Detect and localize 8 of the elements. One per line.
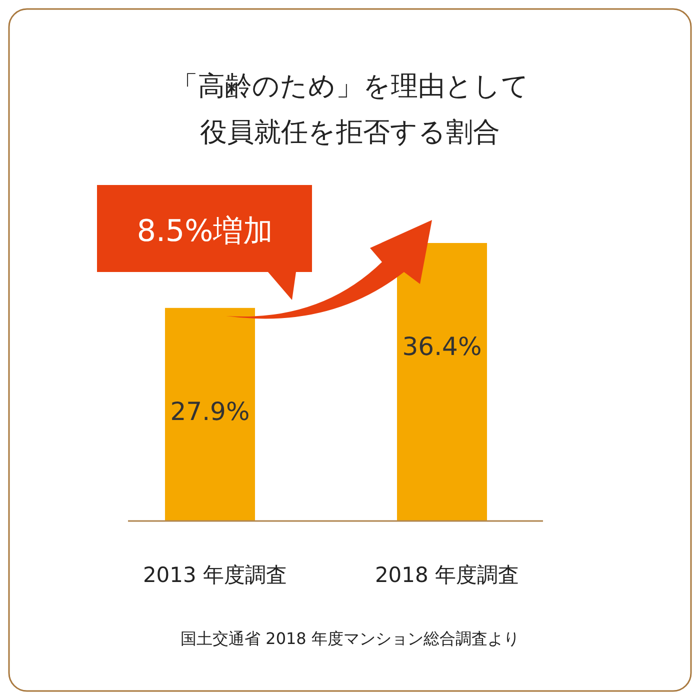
data-label: 36.4%: [402, 332, 482, 361]
annotation: 8.5%増加: [136, 214, 274, 249]
chart-subtitle: 役員就任を拒否する割合: [200, 117, 500, 148]
x-tick-label: 2018 年度調査: [374, 563, 520, 587]
chart-title: 「高齢のため」を理由として: [171, 71, 529, 102]
x-tick-label: 2013 年度調査: [142, 563, 288, 587]
text: 国土交通省 2018 年度マンション総合調査より: [180, 629, 520, 648]
data-label: 27.9%: [170, 396, 250, 426]
